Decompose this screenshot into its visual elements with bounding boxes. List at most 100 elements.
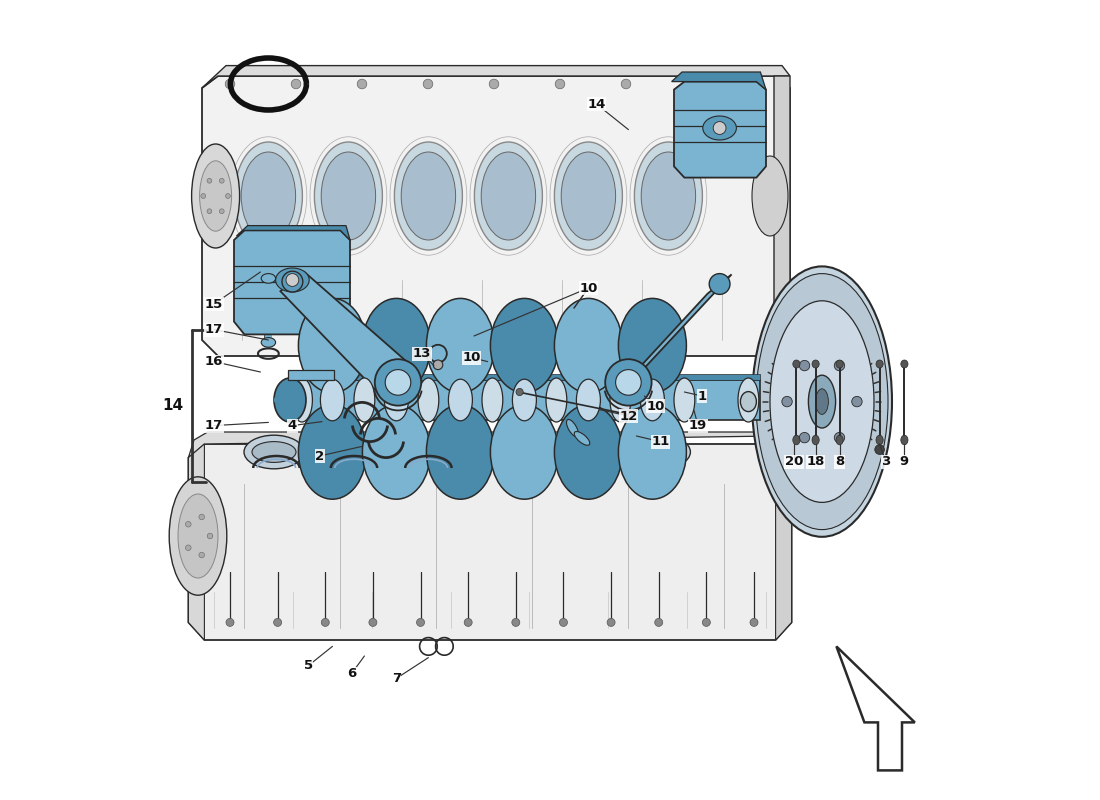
Ellipse shape bbox=[752, 156, 788, 236]
Ellipse shape bbox=[607, 618, 615, 626]
Text: 17: 17 bbox=[205, 419, 223, 432]
Ellipse shape bbox=[688, 79, 696, 89]
Polygon shape bbox=[234, 230, 350, 334]
Ellipse shape bbox=[186, 522, 191, 527]
Ellipse shape bbox=[226, 79, 234, 89]
Ellipse shape bbox=[320, 379, 344, 421]
Text: 19: 19 bbox=[689, 419, 707, 432]
Text: 14: 14 bbox=[587, 98, 606, 110]
Ellipse shape bbox=[574, 431, 590, 446]
Ellipse shape bbox=[474, 142, 542, 250]
Text: 10: 10 bbox=[580, 282, 597, 294]
Text: 8: 8 bbox=[835, 455, 844, 468]
Ellipse shape bbox=[207, 533, 212, 539]
Ellipse shape bbox=[276, 268, 309, 292]
Text: 20: 20 bbox=[784, 455, 803, 468]
Text: 7: 7 bbox=[392, 672, 402, 685]
Text: 14: 14 bbox=[162, 398, 183, 413]
Text: 12: 12 bbox=[619, 410, 638, 422]
Ellipse shape bbox=[315, 142, 383, 250]
Text: 10: 10 bbox=[647, 400, 664, 413]
Polygon shape bbox=[287, 370, 334, 380]
Ellipse shape bbox=[321, 152, 375, 240]
Polygon shape bbox=[202, 66, 790, 88]
Ellipse shape bbox=[447, 442, 491, 462]
Polygon shape bbox=[280, 272, 414, 397]
Ellipse shape bbox=[554, 298, 623, 393]
Ellipse shape bbox=[901, 435, 908, 445]
Polygon shape bbox=[836, 646, 915, 770]
Ellipse shape bbox=[782, 397, 792, 406]
Ellipse shape bbox=[207, 209, 212, 214]
Ellipse shape bbox=[362, 405, 430, 499]
Polygon shape bbox=[188, 444, 792, 640]
Ellipse shape bbox=[199, 514, 205, 520]
Ellipse shape bbox=[556, 79, 564, 89]
Ellipse shape bbox=[368, 618, 377, 626]
Ellipse shape bbox=[621, 79, 630, 89]
Ellipse shape bbox=[286, 274, 299, 286]
Polygon shape bbox=[202, 76, 790, 356]
Ellipse shape bbox=[362, 298, 430, 393]
Ellipse shape bbox=[491, 298, 559, 393]
Ellipse shape bbox=[226, 618, 234, 626]
Ellipse shape bbox=[740, 392, 757, 411]
Ellipse shape bbox=[219, 209, 224, 214]
Ellipse shape bbox=[876, 435, 883, 445]
Ellipse shape bbox=[641, 152, 695, 240]
Ellipse shape bbox=[750, 618, 758, 626]
Ellipse shape bbox=[836, 360, 844, 368]
Ellipse shape bbox=[901, 360, 908, 368]
Ellipse shape bbox=[298, 298, 366, 393]
Text: 15: 15 bbox=[205, 298, 223, 310]
Text: 17: 17 bbox=[205, 323, 223, 336]
Ellipse shape bbox=[674, 378, 695, 422]
Text: 6: 6 bbox=[346, 667, 356, 680]
Polygon shape bbox=[672, 72, 766, 90]
Ellipse shape bbox=[490, 79, 498, 89]
Ellipse shape bbox=[808, 375, 836, 428]
Ellipse shape bbox=[836, 435, 844, 445]
Ellipse shape bbox=[482, 378, 503, 422]
Ellipse shape bbox=[241, 152, 296, 240]
Text: 5: 5 bbox=[572, 447, 601, 489]
Ellipse shape bbox=[358, 79, 366, 89]
Ellipse shape bbox=[610, 378, 630, 422]
Ellipse shape bbox=[542, 442, 586, 462]
Ellipse shape bbox=[834, 433, 845, 443]
Ellipse shape bbox=[834, 360, 845, 370]
Ellipse shape bbox=[402, 152, 455, 240]
Ellipse shape bbox=[244, 435, 304, 469]
Ellipse shape bbox=[605, 359, 651, 406]
Ellipse shape bbox=[384, 379, 408, 421]
Text: 1: 1 bbox=[697, 390, 706, 402]
Ellipse shape bbox=[800, 433, 810, 443]
Ellipse shape bbox=[793, 360, 800, 368]
Ellipse shape bbox=[618, 298, 686, 393]
Ellipse shape bbox=[561, 152, 616, 240]
Ellipse shape bbox=[169, 477, 227, 595]
Ellipse shape bbox=[554, 405, 623, 499]
Ellipse shape bbox=[417, 618, 425, 626]
Ellipse shape bbox=[385, 370, 410, 395]
Text: 2: 2 bbox=[315, 450, 324, 462]
Polygon shape bbox=[674, 82, 766, 178]
Ellipse shape bbox=[512, 618, 520, 626]
Ellipse shape bbox=[418, 378, 439, 422]
Polygon shape bbox=[188, 432, 792, 458]
Ellipse shape bbox=[738, 378, 759, 422]
Ellipse shape bbox=[554, 142, 623, 250]
Ellipse shape bbox=[754, 79, 762, 89]
Text: 18: 18 bbox=[806, 455, 825, 468]
Ellipse shape bbox=[793, 435, 800, 445]
Ellipse shape bbox=[630, 435, 691, 469]
Ellipse shape bbox=[640, 379, 664, 421]
Polygon shape bbox=[290, 380, 760, 420]
Ellipse shape bbox=[464, 618, 472, 626]
Ellipse shape bbox=[618, 405, 686, 499]
Ellipse shape bbox=[560, 618, 568, 626]
Ellipse shape bbox=[752, 266, 892, 537]
Text: ©
Clipart
parts: © Clipart parts bbox=[497, 328, 635, 440]
Ellipse shape bbox=[186, 545, 191, 550]
Ellipse shape bbox=[395, 142, 462, 250]
